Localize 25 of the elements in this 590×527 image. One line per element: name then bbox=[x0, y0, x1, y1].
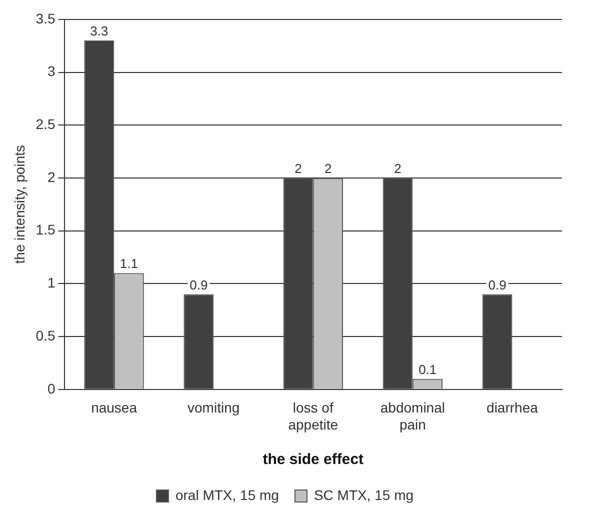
y-tick-label: 1 bbox=[47, 274, 56, 291]
x-tick-label: diarrhea bbox=[486, 400, 538, 416]
data-label: 0.9 bbox=[190, 277, 208, 292]
y-tick-label: 0 bbox=[47, 380, 56, 396]
x-tick-label: vomiting bbox=[188, 400, 240, 416]
x-tick-label: loss of appetite bbox=[288, 400, 338, 432]
x-axis-title: the side effect bbox=[262, 451, 364, 468]
y-tick-label: 3 bbox=[47, 63, 56, 80]
data-label: 3.3 bbox=[90, 24, 108, 39]
y-tick-label: 1.5 bbox=[36, 222, 56, 238]
data-label: 2 bbox=[394, 161, 402, 176]
data-label: 0.9 bbox=[488, 277, 506, 292]
y-tick-label: 3.5 bbox=[36, 10, 56, 26]
data-label: 2 bbox=[294, 161, 302, 176]
data-label: 0.1 bbox=[418, 362, 437, 377]
legend-label: SC MTX, 15 mg bbox=[314, 486, 414, 503]
y-tick-label: 2 bbox=[47, 168, 56, 185]
x-tick-label: nausea bbox=[91, 400, 138, 416]
y-tick-label: 2.5 bbox=[36, 116, 56, 132]
y-tick-label: 0.5 bbox=[36, 327, 56, 344]
data-label: 2 bbox=[324, 161, 332, 176]
y-axis-title: the intensity, points bbox=[11, 144, 28, 264]
legend-label: oral MTX, 15 mg bbox=[175, 486, 279, 503]
x-tick-label: abdominal pain bbox=[380, 400, 445, 432]
data-label: 1.1 bbox=[120, 256, 138, 272]
